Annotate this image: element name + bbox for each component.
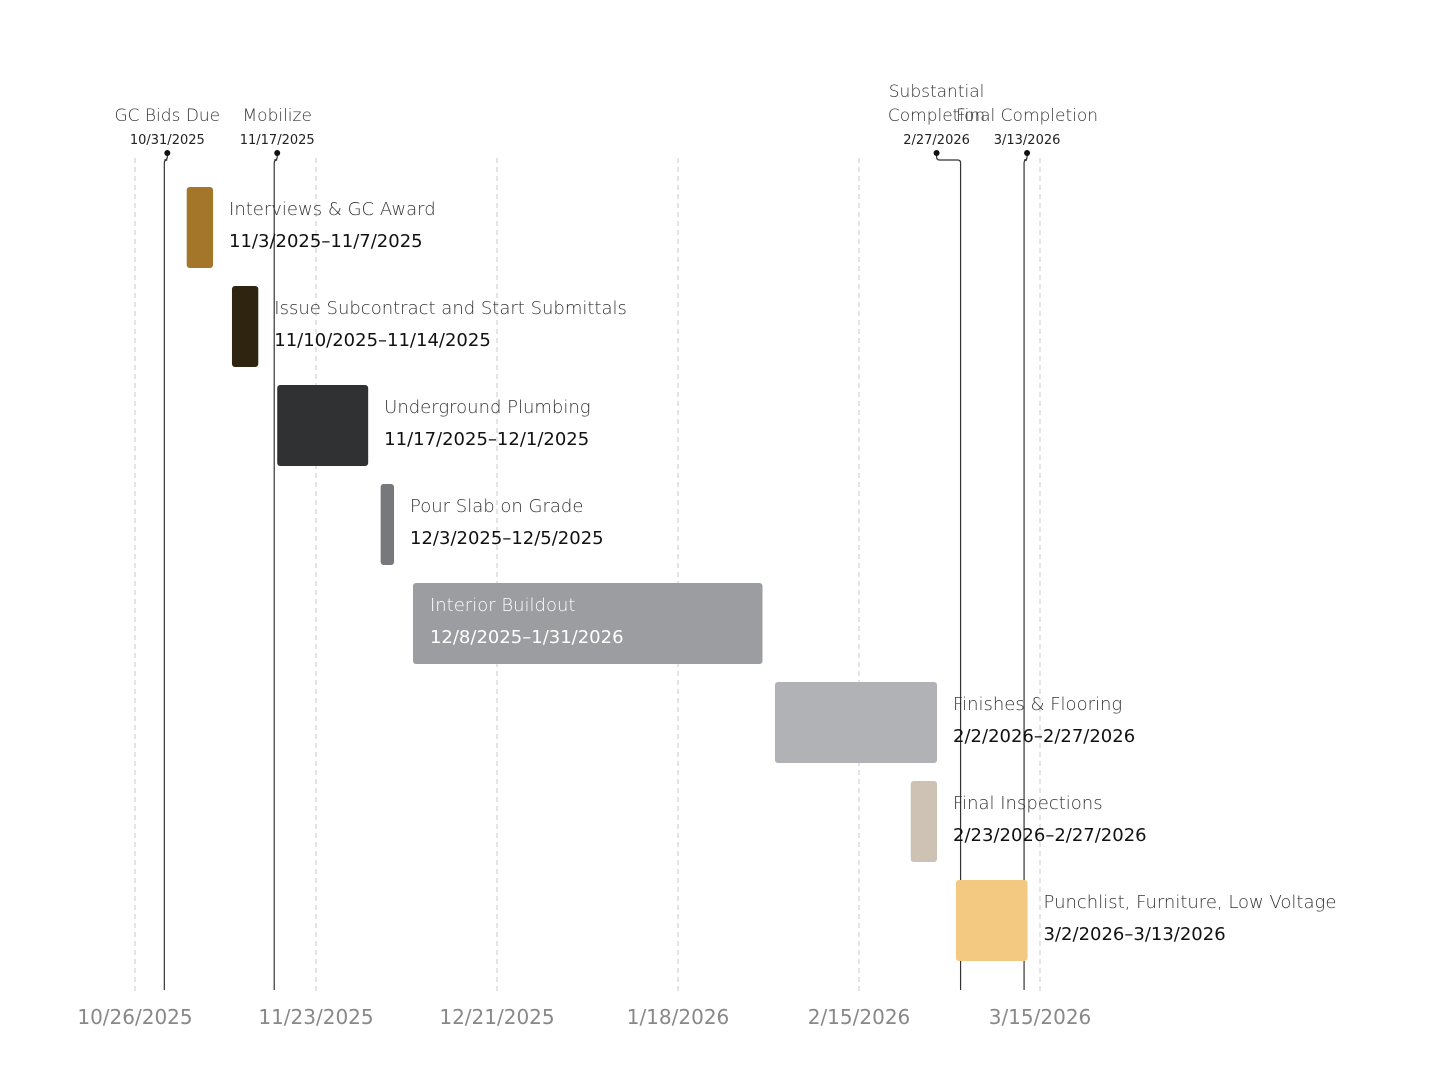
task-name: Issue Subcontract and Start Submittals: [274, 298, 627, 319]
milestone-line: [273, 153, 278, 990]
task-name: Punchlist, Furniture, Low Voltage: [1044, 892, 1337, 913]
task-dates: 11/3/2025–11/7/2025: [229, 231, 423, 252]
task-bar: [774, 682, 938, 763]
task-dates: 11/10/2025–11/14/2025: [274, 330, 491, 351]
task-bar: [380, 484, 395, 565]
task-punchlist-furniture-low-voltage: Punchlist, Furniture, Low Voltage 3/2/202…: [955, 880, 1337, 961]
task-interior-buildout: Interior Buildout 12/8/2025–1/31/2026: [412, 583, 763, 664]
milestone-date: 2/27/2026: [903, 133, 970, 148]
task-bar: [277, 385, 369, 466]
task-final-inspections: Final Inspections 2/23/2026–2/27/2026: [910, 781, 1147, 862]
task-bar: [910, 781, 938, 862]
task-name: Interviews & GC Award: [229, 199, 436, 220]
x-tick-label: 10/26/2025: [77, 1005, 192, 1029]
task-name: Final Inspections: [953, 793, 1103, 814]
task-dates: 12/8/2025–1/31/2026: [430, 627, 624, 648]
milestone-date: 10/31/2025: [130, 133, 205, 148]
task-bar: [186, 187, 214, 268]
milestone-marker: [274, 150, 281, 156]
task-name: Finishes & Flooring: [953, 694, 1122, 715]
task-dates: 11/17/2025–12/1/2025: [384, 429, 589, 450]
milestone-name: Mobilize: [243, 106, 312, 126]
x-tick-label: 1/18/2026: [627, 1005, 730, 1029]
milestone-marker: [933, 150, 940, 156]
milestone-name: Final Completion: [956, 106, 1098, 126]
x-axis-ticks: 10/26/2025 11/23/2025 12/21/2025 1/18/2026 2…: [77, 1005, 1091, 1029]
task-bar: [231, 286, 259, 367]
x-tick-label: 11/23/2025: [258, 1005, 373, 1029]
x-tick-label: 3/15/2026: [989, 1005, 1092, 1029]
x-tick-label: 12/21/2025: [439, 1005, 554, 1029]
task-dates: 3/2/2026–3/13/2026: [1044, 924, 1226, 945]
x-tick-label: 2/15/2026: [808, 1005, 911, 1029]
task-pour-slab-on-grade: Pour Slab on Grade 12/3/2025–12/5/2025: [380, 484, 604, 565]
milestone-line: [1023, 153, 1028, 990]
task-bar: [955, 880, 1028, 961]
milestone-line: [935, 153, 962, 990]
gridlines: [134, 158, 1041, 995]
milestone-name: GC Bids Due: [114, 106, 220, 126]
task-dates: 2/23/2026–2/27/2026: [953, 825, 1147, 846]
task-interviews-gc-award: Interviews & GC Award 11/3/2025–11/7/2025: [186, 187, 436, 268]
task-bar: [412, 583, 763, 664]
milestone-labels: 10/31/2025 GC Bids Due 11/17/2025 Mobilize 2…: [114, 82, 1098, 156]
milestone-marker: [164, 150, 171, 156]
milestone-name: Substantial: [889, 82, 985, 102]
milestone-name: Completion: [888, 106, 985, 126]
milestone-date: 11/17/2025: [240, 133, 315, 148]
task-finishes-flooring: Finishes & Flooring 2/2/2026–2/27/2026: [774, 682, 1135, 763]
task-dates: 2/2/2026–2/27/2026: [953, 726, 1135, 747]
milestone-line: [163, 153, 168, 990]
task-name: Interior Buildout: [430, 595, 576, 616]
milestone-lines: [163, 153, 1028, 990]
task-name: Underground Plumbing: [384, 397, 590, 418]
task-name: Pour Slab on Grade: [410, 496, 583, 517]
milestone-marker: [1024, 150, 1031, 156]
task-bars: Interviews & GC Award 11/3/2025–11/7/2025…: [186, 187, 1337, 961]
milestone-date: 3/13/2026: [994, 133, 1061, 148]
task-dates: 12/3/2025–12/5/2025: [410, 528, 604, 549]
task-issue-subcontract-and-start-submittals: Issue Subcontract and Start Submittals 11…: [231, 286, 627, 367]
task-underground-plumbing: Underground Plumbing 11/17/2025–12/1/2025: [277, 385, 591, 466]
